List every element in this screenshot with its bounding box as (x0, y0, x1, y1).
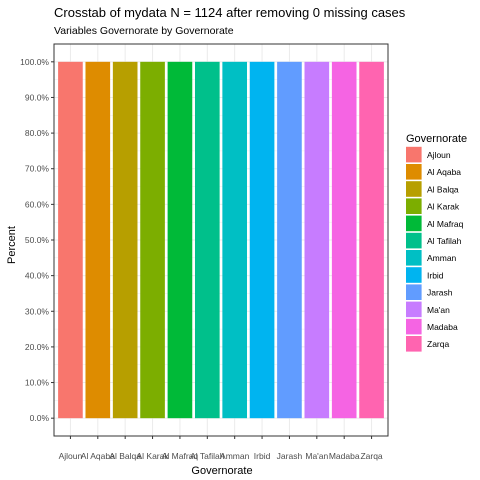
x-tick-label: Al Mafraq (162, 451, 199, 461)
x-axis-title: Governorate (191, 465, 252, 477)
bar (112, 61, 138, 419)
y-tick-label: 30.0% (25, 306, 50, 316)
legend-swatch (406, 336, 422, 352)
y-tick-label: 60.0% (25, 199, 50, 209)
bar (58, 61, 83, 419)
legend: Governorate Ajloun Al Aqaba Al Balqa Al Kar… (406, 133, 467, 352)
bar (222, 61, 248, 419)
x-tick-label: Al Balqa (109, 451, 141, 461)
legend-label: Al Tafilah (427, 236, 462, 246)
legend-label: Ajloun (427, 150, 451, 160)
x-tick-label: Al Tafilah (190, 451, 225, 461)
y-tick-label: 70.0% (25, 164, 50, 174)
bar (167, 61, 193, 419)
y-tick-label: 0.0% (30, 413, 50, 423)
bar (140, 61, 165, 419)
legend-swatch (406, 318, 422, 335)
legend-label: Al Mafraq (427, 219, 464, 229)
chart-title: Crosstab of mydata N = 1124 after removi… (54, 5, 406, 20)
x-tick-label: Ma'an (305, 451, 328, 461)
legend-swatch (406, 164, 422, 180)
y-tick-label: 100.0% (20, 57, 49, 67)
x-tick-label: Amman (220, 451, 250, 461)
y-tick-label: 40.0% (25, 271, 50, 281)
legend-label: Al Karak (427, 202, 460, 212)
x-tick-label: Zarqa (360, 451, 382, 461)
legend-items: Ajloun Al Aqaba Al Balqa Al Karak Al Mafraq A… (406, 146, 464, 352)
y-tick-label: 80.0% (25, 128, 50, 138)
legend-swatch (406, 198, 422, 214)
bar (194, 61, 220, 419)
legend-swatch (406, 250, 422, 266)
bar (331, 61, 357, 419)
bar (85, 61, 111, 419)
y-tick-label: 20.0% (25, 342, 50, 352)
bars (58, 61, 384, 419)
legend-swatch (406, 301, 422, 318)
legend-swatch (406, 232, 422, 249)
legend-label: Madaba (427, 322, 458, 332)
x-tick-label: Irbid (254, 451, 271, 461)
legend-swatch (406, 215, 422, 232)
y-axis: 0.0% 10.0% 20.0% 30.0% 40.0% 50.0% 60.0% 70.0% 8… (20, 57, 54, 423)
legend-swatch (406, 146, 422, 163)
legend-label: Jarash (427, 288, 453, 298)
y-tick-label: 90.0% (25, 92, 50, 102)
y-axis-title: Percent (6, 226, 18, 264)
legend-swatch (406, 181, 422, 197)
legend-swatch (406, 284, 422, 300)
x-tick-label: Madaba (329, 451, 360, 461)
bar (304, 61, 330, 419)
legend-label: Al Balqa (427, 184, 459, 194)
legend-swatch (406, 267, 422, 283)
bar (277, 61, 302, 419)
x-tick-label: Al Karak (136, 451, 169, 461)
chart-subtitle: Variables Governorate by Governorate (54, 25, 234, 37)
legend-label: Zarqa (427, 339, 449, 349)
legend-label: Al Aqaba (427, 167, 461, 177)
x-tick-label: Al Aqaba (81, 451, 115, 461)
legend-label: Ma'an (427, 305, 450, 315)
bar (359, 61, 384, 419)
legend-title: Governorate (406, 133, 467, 145)
legend-label: Irbid (427, 270, 444, 280)
legend-label: Amman (427, 253, 457, 263)
plot-panel (53, 43, 389, 437)
y-tick-label: 10.0% (25, 378, 50, 388)
y-tick-label: 50.0% (25, 235, 50, 245)
bar (249, 61, 275, 419)
x-tick-label: Ajloun (59, 451, 83, 461)
x-tick-label: Jarash (277, 451, 303, 461)
